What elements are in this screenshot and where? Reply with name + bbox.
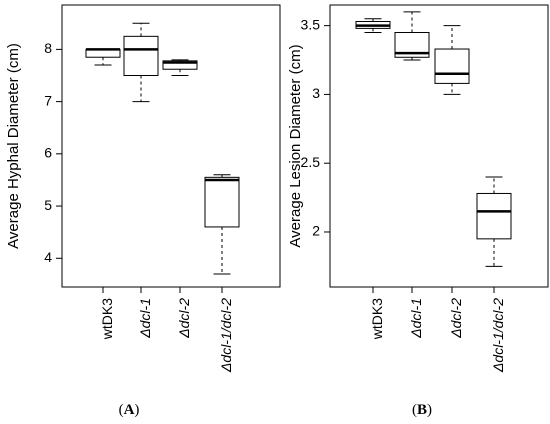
panel-b-box-dcl-1 <box>394 11 430 61</box>
interquartile-box <box>434 48 470 84</box>
panel-b-y-tick-label: 2.5 <box>301 154 321 170</box>
panel-a-category-label-wtdk3: wtDK3 <box>99 298 115 340</box>
panel-b-box-dcl-1-dcl-2 <box>476 176 512 267</box>
panel-b-caption-letter: B <box>417 402 427 418</box>
interquartile-box <box>476 192 512 240</box>
panel-a-box-wtdk3 <box>85 48 121 66</box>
panel-a-y-tick-label: 7 <box>44 92 52 108</box>
panel-a-y-axis-title: Average Hyphal Diameter (cm) <box>5 43 22 249</box>
panel-a-y-tick-label: 6 <box>44 145 52 161</box>
panel-b-plot-frame <box>329 4 549 288</box>
panel-a-y-tick-label: 8 <box>44 40 52 56</box>
panel-a-box-dcl-1 <box>123 22 159 103</box>
interquartile-box <box>162 60 198 70</box>
panel-b-caption: (B) <box>412 402 432 418</box>
panel-a-category-label-dcl-1: Δdcl-1 <box>137 298 153 339</box>
panel-a-plot-frame <box>61 4 281 288</box>
panel-b-y-tick-label: 2 <box>312 223 320 239</box>
panel-a-caption-letter: A <box>124 402 135 418</box>
panel-a-category-label-dcl-1-dcl-2: Δdcl-1/dcl-2 <box>218 298 234 373</box>
panel-b-category-label-wtdk3: wtDK3 <box>369 298 385 340</box>
panel-a-y-tick-label: 4 <box>44 249 52 265</box>
panel-a: Average Hyphal Diameter (cm) (A) 4 5 6 7 8 wt… <box>5 4 281 418</box>
interquartile-box <box>123 35 159 76</box>
panel-a-box-dcl-2 <box>162 59 198 76</box>
interquartile-box <box>204 176 240 228</box>
panel-b-category-label-dcl-2: Δdcl-2 <box>448 298 464 339</box>
panel-a-category-label-dcl-2: Δdcl-2 <box>176 298 192 339</box>
panel-b-box-dcl-2 <box>434 25 470 95</box>
panel-b-box-wtdk3 <box>355 18 391 34</box>
panel-b-y-axis-title: Average Lesion Diameter (cm) <box>287 44 304 247</box>
panel-b-category-label-dcl-1-dcl-2: Δdcl-1/dcl-2 <box>490 298 506 373</box>
panel-a-y-tick-label: 5 <box>44 197 52 213</box>
panel-b-y-tick-label: 3.5 <box>301 16 321 32</box>
panel-a-box-dcl-1-dcl-2 <box>204 174 240 275</box>
panel-b-category-label-dcl-1: Δdcl-1 <box>408 298 424 339</box>
panel-a-caption: (A) <box>119 402 140 418</box>
panel-b-y-tick-label: 3 <box>312 85 320 101</box>
panel-b: Average Lesion Diameter (cm) (B) 2 2.5 3 3.… <box>287 4 549 418</box>
